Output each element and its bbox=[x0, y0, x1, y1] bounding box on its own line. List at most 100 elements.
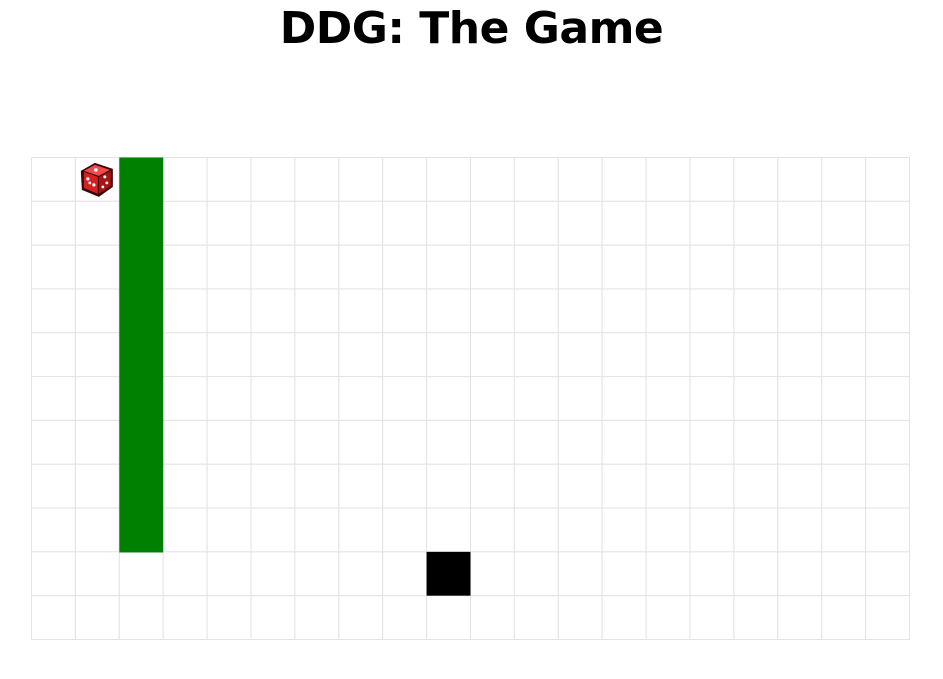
grid-cell bbox=[557, 463, 603, 509]
grid-cell bbox=[601, 332, 647, 378]
grid-cell bbox=[513, 332, 559, 378]
grid-cell bbox=[338, 157, 384, 202]
grid-cell bbox=[777, 332, 823, 378]
grid-cell bbox=[162, 551, 208, 597]
grid-cell bbox=[250, 551, 296, 597]
grid-cell bbox=[206, 288, 252, 334]
grid-cell bbox=[513, 244, 559, 290]
grid-cell bbox=[162, 200, 208, 246]
grid-cell bbox=[250, 157, 296, 202]
grid-cell bbox=[31, 288, 76, 334]
grid-cell bbox=[382, 551, 428, 597]
grid-cell bbox=[733, 507, 779, 553]
grid-cell bbox=[118, 551, 164, 597]
grid-cell bbox=[470, 595, 515, 640]
grid-cell bbox=[162, 507, 208, 553]
grid-cell bbox=[31, 200, 76, 246]
grid-cell bbox=[865, 244, 910, 290]
grid-cell bbox=[689, 376, 735, 421]
grid-cell bbox=[162, 157, 208, 202]
grid-cell bbox=[689, 507, 735, 553]
grid-cell bbox=[557, 244, 603, 290]
grid-cell bbox=[162, 595, 208, 640]
grid-cell bbox=[426, 332, 472, 378]
grid-cell bbox=[206, 507, 252, 553]
grid-cell bbox=[470, 551, 515, 597]
grid-cell bbox=[733, 551, 779, 597]
grid-cell bbox=[470, 157, 515, 202]
grid-cell bbox=[821, 419, 867, 465]
grid-cell bbox=[513, 419, 559, 465]
grid-cell bbox=[74, 595, 120, 640]
grid-cell bbox=[601, 419, 647, 465]
grid-cell bbox=[162, 463, 208, 509]
grid-cell bbox=[865, 595, 910, 640]
dice-pip bbox=[86, 177, 90, 181]
grid-cell bbox=[294, 595, 340, 640]
grid-cell bbox=[865, 376, 910, 421]
grid-cell bbox=[733, 376, 779, 421]
grid-cell bbox=[74, 507, 120, 553]
grid-cell bbox=[294, 332, 340, 378]
game-board bbox=[31, 157, 910, 640]
grid-cell bbox=[382, 507, 428, 553]
grid-cell bbox=[777, 157, 823, 202]
grid-cell bbox=[733, 288, 779, 334]
grid-cell bbox=[382, 244, 428, 290]
grid-cell bbox=[733, 463, 779, 509]
grid-cell bbox=[74, 332, 120, 378]
grid-cell bbox=[470, 376, 515, 421]
grid-cell bbox=[733, 332, 779, 378]
grid-cell bbox=[689, 288, 735, 334]
grid-cell bbox=[338, 244, 384, 290]
grid-cell bbox=[865, 419, 910, 465]
grid-cell bbox=[250, 244, 296, 290]
grid-cell bbox=[294, 288, 340, 334]
snake-segment bbox=[119, 201, 164, 246]
grid-cell bbox=[470, 200, 515, 246]
grid-cell bbox=[162, 288, 208, 334]
grid-cell bbox=[206, 551, 252, 597]
snake-segment bbox=[119, 245, 164, 290]
grid-cell bbox=[426, 200, 472, 246]
grid-cell bbox=[645, 332, 691, 378]
dice-pip bbox=[92, 183, 96, 187]
grid-cell bbox=[31, 157, 76, 202]
grid-cell bbox=[689, 332, 735, 378]
grid-cell bbox=[162, 332, 208, 378]
grid-cell bbox=[557, 419, 603, 465]
grid-cell bbox=[689, 200, 735, 246]
grid-cell bbox=[513, 157, 559, 202]
grid-cell bbox=[74, 376, 120, 421]
grid-cell bbox=[382, 157, 428, 202]
grid-cell bbox=[865, 463, 910, 509]
grid-cell bbox=[865, 507, 910, 553]
board-grid bbox=[31, 157, 910, 640]
grid-cell bbox=[426, 157, 472, 202]
grid-cell bbox=[601, 463, 647, 509]
grid-cell bbox=[382, 595, 428, 640]
grid-cell bbox=[601, 200, 647, 246]
grid-cell bbox=[865, 200, 910, 246]
grid-cell bbox=[470, 332, 515, 378]
grid-cell bbox=[689, 595, 735, 640]
grid-cell bbox=[777, 244, 823, 290]
dice-pip bbox=[105, 181, 109, 185]
grid-cell bbox=[31, 595, 76, 640]
grid-cell bbox=[382, 288, 428, 334]
grid-cell bbox=[162, 244, 208, 290]
grid-cell bbox=[250, 200, 296, 246]
grid-cell bbox=[31, 419, 76, 465]
grid-cell bbox=[777, 595, 823, 640]
grid-cell bbox=[733, 244, 779, 290]
grid-cell bbox=[250, 376, 296, 421]
grid-cell bbox=[382, 332, 428, 378]
grid-cell bbox=[821, 244, 867, 290]
grid-cell bbox=[338, 595, 384, 640]
grid-cell bbox=[294, 200, 340, 246]
grid-cell bbox=[206, 595, 252, 640]
grid-cell bbox=[426, 595, 472, 640]
grid-cell bbox=[821, 551, 867, 597]
grid-cell bbox=[294, 507, 340, 553]
grid-cell bbox=[513, 551, 559, 597]
